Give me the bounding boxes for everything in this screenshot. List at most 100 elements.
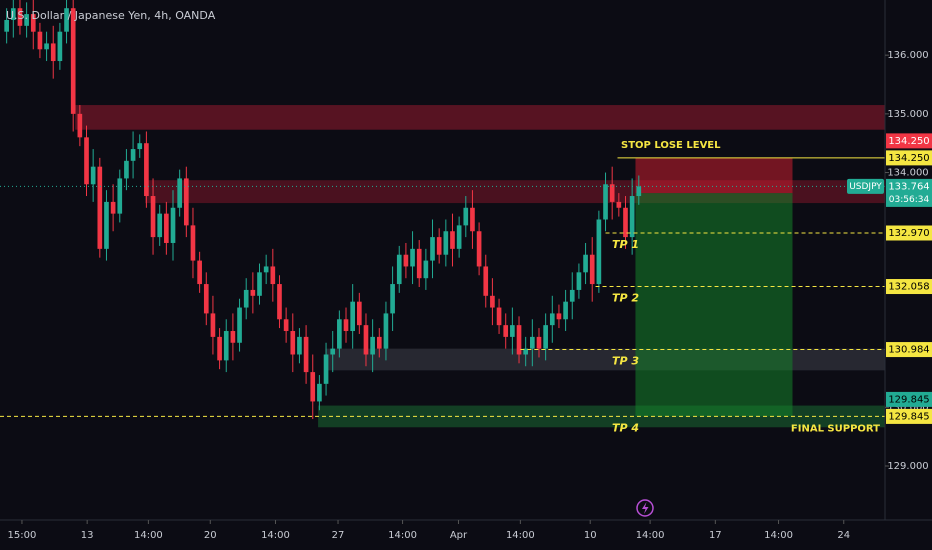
zone xyxy=(325,348,885,371)
candle-body xyxy=(356,301,362,326)
candle-body xyxy=(523,348,529,355)
candle-body xyxy=(10,8,16,20)
candle-body xyxy=(516,325,522,355)
x-tick-label: Apr xyxy=(450,530,468,541)
candle-body xyxy=(490,295,495,308)
candle-body xyxy=(57,31,63,62)
icon-bolt[interactable] xyxy=(642,502,649,514)
candle-body xyxy=(483,266,489,296)
price-tag-label: 132.970 xyxy=(888,228,929,239)
candle-body xyxy=(450,231,455,249)
price-tag-label: 130.984 xyxy=(888,345,929,356)
candle-body xyxy=(556,313,562,320)
candle-body xyxy=(470,207,475,232)
candle-body xyxy=(603,184,608,220)
x-tick-label: 13 xyxy=(81,530,94,541)
candle-body xyxy=(97,166,103,249)
replay-icon[interactable] xyxy=(636,499,654,517)
price-tag: 134.250 xyxy=(886,133,932,149)
candle-body xyxy=(350,301,355,332)
price-tag-label: 134.250 xyxy=(888,153,929,164)
candle-body xyxy=(197,260,202,285)
candle-body xyxy=(463,207,469,226)
candle-body xyxy=(44,43,49,50)
candle-body xyxy=(190,225,196,261)
candle-body xyxy=(330,348,336,355)
x-tick-label: 14:00 xyxy=(764,530,793,541)
candle-body xyxy=(596,219,602,285)
candle-body xyxy=(64,8,69,32)
candle-body xyxy=(503,325,509,337)
x-tick-label: 20 xyxy=(204,530,217,541)
candle-body xyxy=(423,260,429,279)
candle-body xyxy=(323,354,329,384)
candle-body xyxy=(223,331,229,361)
candle-body xyxy=(530,336,535,349)
candle-body xyxy=(144,143,149,197)
candle-body xyxy=(84,137,89,185)
candle-body xyxy=(137,143,143,150)
candle-body xyxy=(24,14,29,26)
price-tag-box xyxy=(886,408,932,424)
candle-body xyxy=(416,248,422,279)
candle-body xyxy=(569,289,575,302)
symbol-label: USDJPY xyxy=(849,182,882,192)
candle-body xyxy=(30,14,36,32)
candle-body xyxy=(104,201,109,249)
candle-body xyxy=(70,8,76,114)
candle-body xyxy=(77,113,83,138)
candle-body xyxy=(130,149,136,161)
candle-body xyxy=(543,325,548,349)
price-tag: 130.984 xyxy=(886,342,932,358)
x-tick-label: 10 xyxy=(584,530,597,541)
candle-body xyxy=(390,284,395,314)
candle-body xyxy=(210,313,216,337)
reward-zone xyxy=(635,193,793,417)
price-tag: 129.845 xyxy=(886,408,932,424)
lines-layer: STOP LOSE LEVEL TP 1 TP 2 TP 3 TP 4 FINAL SUP… xyxy=(0,140,885,434)
candle-body xyxy=(183,178,189,226)
candle-body xyxy=(297,336,302,355)
candle-body xyxy=(436,237,442,255)
x-tick-label: 14:00 xyxy=(134,530,163,541)
x-tick-label: 14:00 xyxy=(636,530,665,541)
symbol-tag xyxy=(847,178,884,194)
candle-body xyxy=(124,160,129,179)
candle-body xyxy=(17,8,23,26)
price-tag-box xyxy=(886,279,932,295)
candle-body xyxy=(250,289,256,296)
price-tag-box xyxy=(886,391,932,407)
candle-body xyxy=(403,254,409,267)
candle-body xyxy=(583,254,588,273)
candle-body xyxy=(370,336,375,355)
countdown-label: 03:56:34 xyxy=(889,195,930,205)
candle-body xyxy=(164,213,169,243)
y-tick-label: 135.000 xyxy=(887,109,928,120)
candle-body xyxy=(263,266,269,273)
candle-body xyxy=(623,207,628,238)
candle-body xyxy=(343,319,349,332)
price-tag: 132.058 xyxy=(886,279,932,295)
candle-body xyxy=(410,248,415,267)
candle-body xyxy=(203,284,209,314)
y-tick-label: 129.000 xyxy=(887,461,928,472)
y-tick-label: 136.000 xyxy=(887,50,928,61)
x-tick-label: 24 xyxy=(837,530,850,541)
candle-body xyxy=(283,319,289,332)
zones-layer xyxy=(75,105,886,428)
price-tag-box xyxy=(886,342,932,358)
candle-body xyxy=(363,325,369,355)
candle-body xyxy=(150,196,156,238)
current-price-label: 133.764 xyxy=(888,181,929,192)
candle-body xyxy=(476,231,482,267)
level-label: TP 3 xyxy=(612,355,639,368)
candle-body xyxy=(443,231,449,255)
candle-body xyxy=(37,31,43,50)
candle-body xyxy=(217,336,222,361)
chart-title: U.S. Dollar / Japanese Yen, 4h, OANDA xyxy=(6,9,216,22)
icon-circle[interactable] xyxy=(636,499,654,517)
candle-body xyxy=(290,331,296,355)
candle-body xyxy=(636,186,642,197)
zone xyxy=(75,105,886,130)
